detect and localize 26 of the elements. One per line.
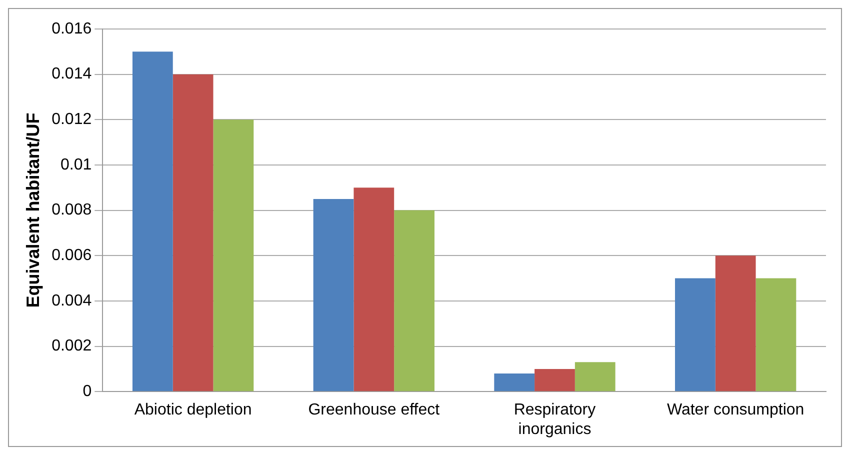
y-tick-label: 0.002 (52, 338, 92, 355)
bar (494, 373, 535, 392)
bar (715, 256, 756, 392)
bar (756, 278, 796, 392)
y-tick-label: 0.01 (60, 156, 92, 174)
y-tick-label: 0.006 (52, 247, 92, 264)
bar (534, 368, 575, 392)
y-tick-label: 0 (82, 383, 92, 400)
x-tick-label: Abiotic depletion (134, 402, 252, 419)
y-tick-label: 0.008 (52, 202, 92, 219)
y-tick-label: 0.016 (52, 20, 92, 38)
bar (354, 188, 394, 392)
bar (313, 198, 354, 392)
y-tick-label: 0.004 (52, 292, 92, 310)
bar (132, 52, 173, 392)
bar (574, 362, 616, 392)
bar (394, 210, 434, 392)
x-tick-label: Respiratory inorganics (514, 402, 596, 438)
x-tick-label: Water consumption (666, 402, 804, 419)
y-tick-label: 0.012 (52, 111, 92, 128)
y-tick-label: 0.014 (52, 66, 92, 83)
x-tick-label: Greenhouse effect (308, 402, 440, 419)
y-axis-title: Equivalent habitant/UF (22, 112, 43, 308)
bar (172, 74, 214, 392)
bar (213, 120, 254, 392)
bar (675, 278, 716, 392)
